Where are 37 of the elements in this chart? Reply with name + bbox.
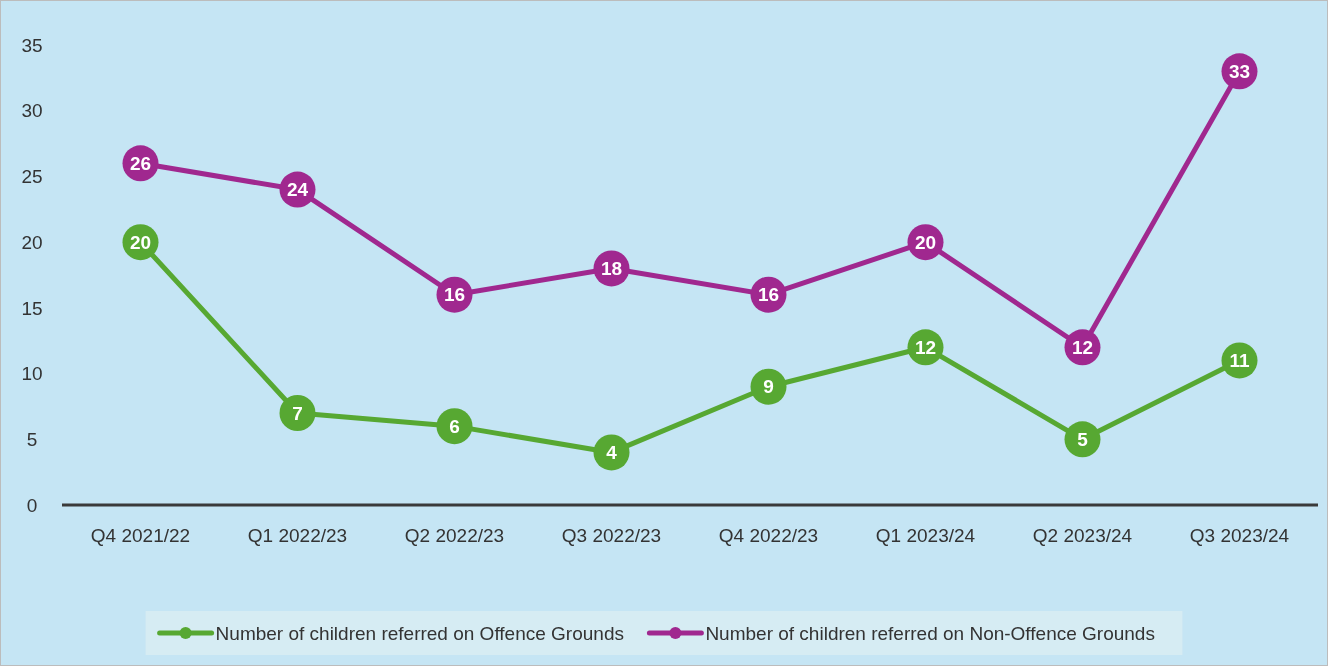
data-label: 24 xyxy=(286,179,309,201)
x-tick-label: Q2 2023/24 xyxy=(1032,525,1133,546)
x-tick-label: Q3 2023/24 xyxy=(1189,525,1290,546)
data-label: 20 xyxy=(914,231,937,253)
y-tick-label: 30 xyxy=(21,100,43,122)
point xyxy=(436,408,473,445)
data-label: 5 xyxy=(1077,428,1089,450)
data-label: 9 xyxy=(763,376,774,398)
y-tick-label: 10 xyxy=(21,363,43,385)
data-label: 6 xyxy=(449,415,460,437)
data-label: 20 xyxy=(129,231,152,253)
x-tick-label: Q4 2021/22 xyxy=(90,525,191,546)
point xyxy=(1064,421,1101,458)
data-label: 7 xyxy=(292,402,303,424)
data-label: 16 xyxy=(443,284,466,306)
data-label: 16 xyxy=(757,284,780,306)
data-label: 12 xyxy=(1071,336,1094,358)
data-label: 18 xyxy=(600,258,623,280)
x-tick-label: Q3 2022/23 xyxy=(561,525,662,546)
data-label: 4 xyxy=(606,442,618,464)
point xyxy=(279,395,316,431)
data-label: 12 xyxy=(914,336,937,358)
legend-label: Number of children referred on Offence Grounds xyxy=(215,622,624,644)
y-tick-label: 35 xyxy=(21,34,43,56)
x-tick-label: Q1 2022/23 xyxy=(247,525,348,546)
y-tick-label: 25 xyxy=(21,166,43,188)
y-tick-label: 15 xyxy=(21,297,43,319)
x-tick-label: Q1 2023/24 xyxy=(875,525,976,546)
data-label: 26 xyxy=(129,152,152,174)
x-tick-label: Q2 2022/23 xyxy=(404,525,505,546)
data-label: 11 xyxy=(1229,350,1250,372)
y-tick-label: 5 xyxy=(26,428,38,450)
data-label: 33 xyxy=(1228,60,1251,82)
y-tick-label: 0 xyxy=(26,494,38,516)
y-tick-label: 20 xyxy=(21,231,43,253)
legend-label: Number of children referred on Non-Offence Grounds xyxy=(705,622,1155,644)
x-tick-label: Q4 2022/23 xyxy=(718,525,819,546)
